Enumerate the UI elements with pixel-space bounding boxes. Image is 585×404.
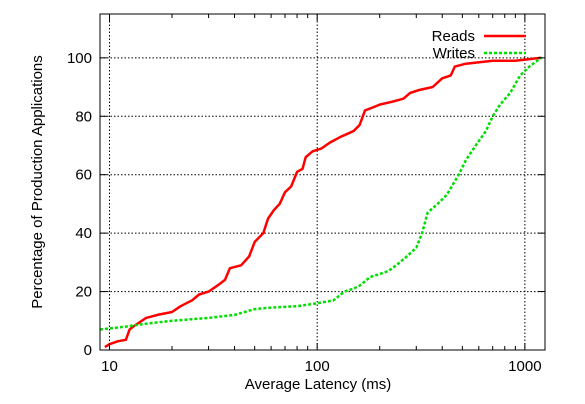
y-axis-label: Percentage of Production Applications	[29, 55, 46, 309]
series-line-writes	[99, 56, 543, 331]
x-axis-label: Average Latency (ms)	[245, 376, 391, 393]
plot-frame	[99, 13, 546, 351]
legend-label-writes: Writes	[433, 45, 475, 62]
legend-label-reads: Reads	[432, 28, 475, 45]
x-tick-label: 100	[305, 358, 330, 375]
y-tick-label: 60	[75, 167, 92, 184]
y-tick-label: 80	[75, 108, 92, 125]
y-tick-label: 0	[84, 342, 92, 359]
x-tick-label: 1000	[508, 358, 541, 375]
x-tick-label: 10	[101, 358, 118, 375]
grid-lines	[100, 14, 545, 350]
axis-ticks	[99, 14, 545, 351]
series-layer	[99, 56, 543, 349]
series-line-reads	[104, 56, 542, 349]
y-tick-label: 100	[67, 50, 92, 67]
y-tick-label: 40	[75, 225, 92, 242]
y-tick-label: 20	[75, 284, 92, 301]
axis-tick-labels: 10 100 1000 0 20 40 60 80 100	[67, 50, 542, 375]
